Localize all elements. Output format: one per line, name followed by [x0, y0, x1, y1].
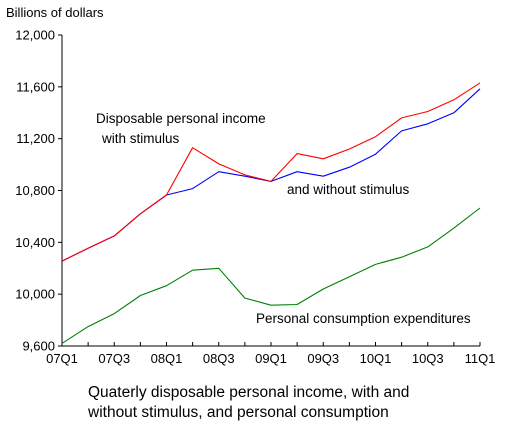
y-tick-label: 10,000 [15, 287, 55, 302]
series-line-consumption [61, 207, 481, 344]
caption-line-1: Quaterly disposable personal income, wit… [88, 384, 410, 401]
x-tick-label: 07Q3 [98, 351, 130, 366]
x-tick-label: 08Q1 [151, 351, 183, 366]
y-tick-label: 10,800 [15, 183, 55, 198]
y-axis-label: Billions of dollars [6, 5, 104, 20]
annotation-with-stimulus-line1: Disposable personal income [96, 111, 266, 126]
series-layer [61, 82, 481, 344]
x-axis: 07Q1 07Q3 08Q1 08Q3 09Q1 09Q3 10Q1 10Q3 11Q1 [46, 342, 495, 366]
x-tick-label: 07Q1 [46, 351, 78, 366]
x-tick-label: 11Q1 [465, 351, 496, 366]
annotation-with-stimulus-line2: with stimulus [101, 131, 180, 146]
y-tick-label: 10,400 [15, 235, 55, 250]
y-axis: 9,600 10,000 10,400 10,800 11,200 11,600 12,00… [15, 28, 63, 354]
x-tick-label: 08Q3 [203, 351, 235, 366]
x-tick-label: 09Q1 [255, 351, 287, 366]
x-tick-label: 10Q1 [360, 351, 392, 366]
y-tick-label: 11,600 [16, 79, 55, 94]
y-tick-label: 9,600 [22, 339, 55, 354]
annotation-consumption: Personal consumption expenditures [256, 311, 471, 326]
annotation-without-stimulus: and without stimulus [287, 182, 410, 197]
series-line-with-stimulus [61, 82, 481, 262]
y-tick-label: 12,000 [15, 28, 55, 43]
x-tick-label: 10Q3 [412, 351, 444, 366]
annotations: Disposable personal income with stimulus… [96, 111, 471, 326]
y-tick-label: 11,200 [16, 131, 55, 146]
x-tick-label: 09Q3 [307, 351, 339, 366]
caption-line-2: without stimulus, and personal consumpti… [88, 404, 389, 421]
figure-caption: Quaterly disposable personal income, wit… [88, 383, 488, 423]
